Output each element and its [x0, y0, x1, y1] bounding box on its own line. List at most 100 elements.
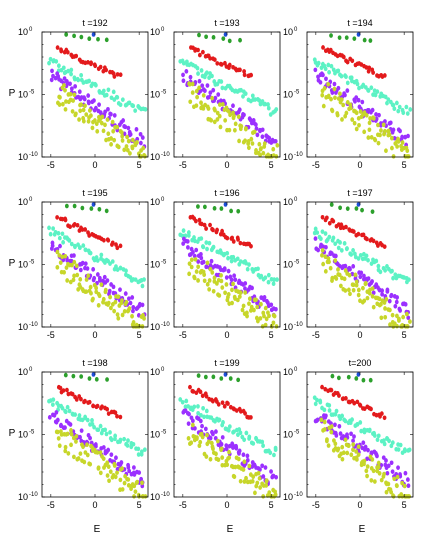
data-point-olive	[103, 287, 108, 293]
data-point-olive	[369, 135, 374, 140]
data-point-olive	[74, 434, 79, 439]
data-point-olive	[55, 249, 60, 255]
data-point-cyan	[390, 268, 394, 274]
x-tick-label: -5	[179, 160, 187, 170]
data-point-olive	[328, 265, 333, 271]
data-point-olive	[249, 304, 254, 310]
data-point-cyan	[195, 65, 200, 71]
data-point-olive	[84, 277, 89, 282]
data-point-cyan	[192, 235, 196, 240]
data-point-purple	[237, 107, 242, 112]
data-point-olive	[77, 117, 81, 122]
data-point-cyan	[358, 252, 363, 258]
data-point-cyan	[351, 248, 355, 253]
y-tick-label: 10	[283, 27, 293, 37]
data-point-purple	[389, 460, 394, 466]
data-point-olive	[187, 81, 192, 86]
data-point-olive	[236, 114, 241, 120]
data-point-cyan	[266, 105, 271, 111]
data-point-purple	[203, 426, 208, 432]
x-tick-label: 0	[92, 160, 97, 170]
data-point-green	[79, 34, 84, 40]
data-point-purple	[214, 429, 218, 434]
data-point-olive	[376, 464, 381, 470]
data-point-purple	[332, 81, 337, 87]
y-tick-label: 10	[283, 430, 293, 440]
data-point-olive	[264, 483, 269, 488]
y-tick-label: 10	[18, 90, 28, 100]
data-point-olive	[98, 470, 103, 476]
data-point-green	[89, 206, 94, 211]
data-point-olive	[238, 479, 243, 484]
data-point-cyan	[333, 241, 338, 247]
data-point-green	[104, 208, 109, 214]
data-point-purple	[387, 298, 392, 304]
data-point-olive	[379, 128, 383, 133]
data-point-cyan	[178, 397, 183, 402]
data-point-cyan	[220, 85, 225, 91]
y-tick-exponent: 0	[294, 197, 298, 203]
data-point-olive	[218, 124, 223, 130]
data-point-olive	[247, 301, 251, 306]
data-point-purple	[209, 258, 214, 264]
data-point-cyan	[199, 68, 204, 73]
data-point-olive	[386, 481, 391, 487]
data-point-olive	[126, 483, 131, 488]
data-point-cyan	[238, 430, 243, 436]
data-point-purple	[255, 132, 260, 138]
y-tick-exponent: 0	[161, 367, 165, 373]
data-point-cyan	[327, 234, 332, 240]
data-point-purple	[138, 140, 143, 146]
data-point-purple	[333, 422, 337, 428]
data-point-cyan	[115, 267, 120, 272]
data-point-olive	[239, 124, 244, 129]
y-tick-exponent: -5	[161, 430, 167, 436]
data-point-purple	[262, 295, 267, 300]
data-point-olive	[333, 441, 338, 447]
data-point-purple	[83, 261, 88, 266]
data-point-olive	[350, 117, 355, 122]
data-point-olive	[395, 483, 399, 489]
data-point-olive	[205, 282, 210, 287]
data-point-olive	[356, 292, 361, 298]
y-tick-label: 10	[283, 492, 293, 502]
data-point-olive	[341, 102, 346, 108]
data-point-cyan	[109, 95, 114, 101]
panel-title: t =197	[347, 188, 372, 198]
data-point-purple	[102, 274, 107, 280]
y-tick-label: 10	[283, 367, 293, 377]
data-point-purple	[194, 247, 199, 253]
data-point-olive	[395, 144, 400, 149]
data-point-cyan	[251, 441, 256, 446]
x-tick-label: -5	[47, 330, 55, 340]
y-tick-exponent: 0	[294, 27, 298, 33]
data-point-purple	[366, 276, 371, 281]
data-point-purple	[213, 95, 218, 101]
data-point-olive	[345, 100, 350, 105]
data-point-olive	[68, 279, 73, 285]
data-point-red	[68, 224, 72, 229]
x-tick-label: 5	[402, 160, 407, 170]
data-point-olive	[261, 494, 266, 499]
data-point-olive	[91, 296, 95, 302]
data-point-red	[204, 226, 209, 231]
data-point-purple	[380, 288, 385, 293]
data-point-purple	[47, 415, 52, 420]
data-point-cyan	[186, 230, 191, 235]
data-point-purple	[358, 274, 363, 280]
data-point-olive	[202, 278, 207, 284]
data-point-olive	[135, 479, 140, 485]
data-point-olive	[219, 446, 224, 452]
data-point-red	[89, 60, 93, 66]
y-tick-label: 10	[18, 367, 28, 377]
data-point-olive	[376, 140, 381, 146]
data-point-olive	[400, 480, 405, 486]
y-tick-exponent: -10	[29, 152, 38, 158]
data-point-cyan	[126, 438, 130, 443]
data-point-purple	[137, 470, 142, 475]
data-point-olive	[329, 429, 334, 435]
data-point-purple	[105, 278, 110, 283]
data-point-olive	[262, 141, 267, 146]
data-point-green	[236, 208, 241, 214]
